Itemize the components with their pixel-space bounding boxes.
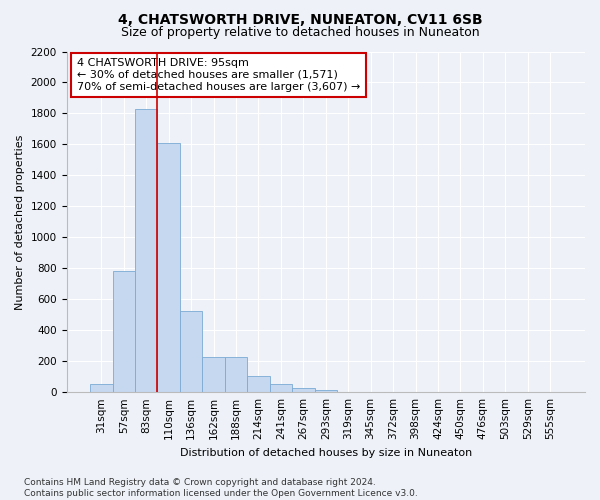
Bar (225, 356, 247, 392)
Bar (292, 388, 314, 392)
Bar (113, 272, 135, 392)
Bar (247, 376, 269, 392)
Bar (135, 109, 157, 392)
Bar (269, 384, 292, 392)
Text: 4, CHATSWORTH DRIVE, NUNEATON, CV11 6SB: 4, CHATSWORTH DRIVE, NUNEATON, CV11 6SB (118, 12, 482, 26)
Bar (180, 311, 202, 392)
Text: Size of property relative to detached houses in Nuneaton: Size of property relative to detached ho… (121, 26, 479, 39)
Bar (314, 390, 337, 392)
Bar (157, 143, 180, 392)
Bar (90, 384, 113, 392)
Y-axis label: Number of detached properties: Number of detached properties (15, 134, 25, 310)
Bar (202, 356, 225, 392)
Text: 4 CHATSWORTH DRIVE: 95sqm
← 30% of detached houses are smaller (1,571)
70% of se: 4 CHATSWORTH DRIVE: 95sqm ← 30% of detac… (77, 58, 360, 92)
X-axis label: Distribution of detached houses by size in Nuneaton: Distribution of detached houses by size … (179, 448, 472, 458)
Text: Contains HM Land Registry data © Crown copyright and database right 2024.
Contai: Contains HM Land Registry data © Crown c… (24, 478, 418, 498)
